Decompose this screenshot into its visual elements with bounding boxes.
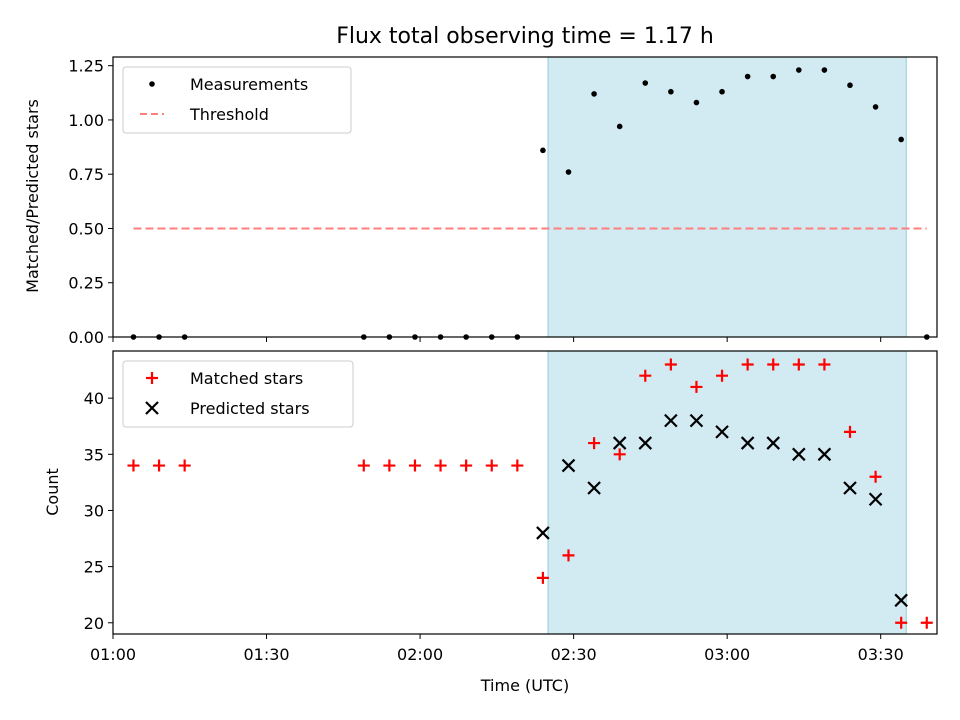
- x-tick-label: 03:00: [704, 645, 750, 664]
- matched-stars-point: [664, 358, 677, 371]
- legend-marker: [145, 401, 159, 415]
- y-tick-label: 35: [84, 445, 104, 464]
- measurements-point: [847, 82, 853, 89]
- measurements-point: [540, 147, 546, 154]
- matched-stars-point: [178, 459, 191, 472]
- matched-stars-point: [767, 358, 780, 371]
- predicted-stars-point: [894, 593, 908, 608]
- legend-box: [122, 66, 352, 134]
- predicted-stars-point: [792, 447, 806, 462]
- measurements-point: [796, 67, 802, 73]
- chart-title: Flux total observing time = 1.17 h: [336, 24, 714, 49]
- matched-stars-point: [511, 459, 524, 472]
- matched-stars-point: [562, 549, 575, 562]
- matched-stars-point: [792, 358, 805, 371]
- x-axis-label: Time (UTC): [480, 676, 569, 695]
- matched-stars-point: [613, 448, 626, 461]
- y-axis-label-count: Count: [43, 468, 62, 516]
- predicted-stars-point: [843, 481, 857, 495]
- plot-frame: [112, 350, 938, 635]
- legend-label: Threshold: [189, 105, 269, 124]
- observing-window-span: [547, 56, 907, 338]
- matched-stars-point: [843, 425, 856, 438]
- observing-window-span: [547, 350, 907, 635]
- measurements-point: [821, 67, 828, 73]
- legend: Measurements Threshold: [122, 66, 352, 134]
- matched-stars-point: [485, 459, 498, 472]
- legend-label: Measurements: [190, 75, 308, 94]
- matched-stars-point: [741, 358, 754, 371]
- predicted-stars-point: [766, 436, 781, 450]
- legend: Matched stars Predicted stars: [122, 360, 354, 428]
- measurements-point: [744, 73, 751, 80]
- y-tick-label: 25: [84, 558, 104, 577]
- x-tick-label: 01:00: [90, 645, 136, 664]
- predicted-stars-point: [638, 436, 653, 450]
- y-tick-label: 1.25: [68, 57, 104, 76]
- legend-box: [122, 360, 354, 428]
- count-panel: 01:00 01:30 02:00 02:30 03:00 03:30 20 25 30 35 40…: [84, 350, 938, 664]
- matched-stars-point: [434, 459, 447, 472]
- matched-stars-point: [920, 616, 933, 629]
- predicted-stars-point: [817, 447, 832, 462]
- matched-stars-point: [895, 616, 908, 629]
- legend-label: Predicted stars: [190, 399, 310, 418]
- legend-marker: [149, 81, 155, 87]
- matched-stars-point: [690, 380, 703, 393]
- matched-stars-point: [127, 459, 140, 472]
- predicted-stars-point: [664, 413, 678, 428]
- matched-stars-point: [383, 459, 396, 472]
- y-tick-label: 0.25: [68, 274, 104, 293]
- measurements-point: [770, 73, 777, 80]
- y-tick-label: 0.00: [68, 328, 104, 347]
- y-tick-label: 30: [84, 501, 104, 520]
- matched-stars-point: [818, 358, 831, 371]
- x-tick-label: 03:30: [858, 645, 904, 664]
- ratio-panel: 0.00 0.25 0.50 0.75 1.00 1.25 Measurements Thre…: [68, 56, 938, 347]
- measurements-point: [872, 104, 879, 110]
- legend-marker: [146, 372, 158, 384]
- matched-stars-point: [536, 571, 549, 584]
- measurements-point: [565, 169, 572, 175]
- measurements-point: [642, 80, 649, 86]
- predicted-stars-point: [715, 425, 729, 439]
- matched-stars-point: [639, 369, 652, 382]
- measurements-point: [719, 88, 725, 95]
- predicted-stars-point: [561, 458, 576, 473]
- matched-stars-point: [153, 459, 166, 472]
- matched-stars-point: [460, 459, 473, 472]
- y-tick-label: 40: [84, 389, 104, 408]
- x-tick-label: 01:30: [243, 645, 289, 664]
- matched-stars-point: [869, 470, 882, 483]
- measurements-point: [591, 91, 597, 97]
- x-tick-label: 02:00: [397, 645, 443, 664]
- predicted-stars-point: [868, 492, 883, 507]
- matched-stars-point: [357, 459, 370, 472]
- measurements-point: [693, 99, 700, 106]
- measurements-point: [616, 123, 623, 130]
- legend-label: Matched stars: [190, 369, 303, 388]
- y-axis-label-ratio: Matched/Predicted stars: [23, 99, 42, 293]
- predicted-stars-point: [612, 436, 627, 450]
- y-tick-label: 0.75: [68, 165, 104, 184]
- matched-stars-point: [588, 437, 601, 450]
- matched-stars-point: [408, 459, 421, 472]
- measurements-point: [898, 136, 904, 143]
- y-tick-label: 0.50: [68, 219, 104, 238]
- predicted-stars-point: [689, 413, 704, 428]
- predicted-stars-point: [740, 436, 755, 450]
- predicted-stars-point: [587, 481, 601, 495]
- y-tick-label: 1.00: [68, 111, 104, 130]
- plot-frame: [112, 56, 938, 338]
- x-tick-label: 02:30: [551, 645, 597, 664]
- measurements-point: [668, 88, 674, 95]
- predicted-stars-point: [536, 526, 550, 540]
- y-tick-label: 20: [84, 614, 104, 633]
- matched-stars-point: [716, 369, 729, 382]
